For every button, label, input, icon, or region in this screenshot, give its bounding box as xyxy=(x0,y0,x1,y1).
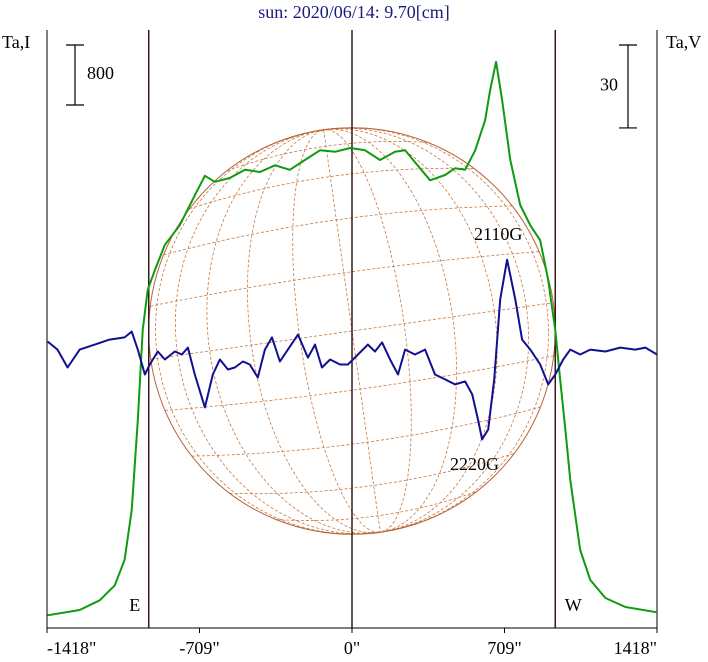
parallel xyxy=(226,141,429,172)
x-tick-label: -1418" xyxy=(47,638,96,658)
parallel xyxy=(164,355,554,411)
limb-label: E xyxy=(129,595,140,615)
parallel xyxy=(163,205,513,256)
parallel xyxy=(150,251,540,307)
y-axis-label: Ta,I xyxy=(2,32,30,52)
scale-bar xyxy=(66,44,84,106)
x-tick-label: 0" xyxy=(344,638,360,658)
parallel xyxy=(229,452,515,495)
series-line xyxy=(47,60,658,617)
parallel xyxy=(189,167,475,210)
meridian xyxy=(323,129,381,533)
scale-bar-label: 30 xyxy=(600,75,618,95)
scale-bar xyxy=(619,44,637,129)
parallel xyxy=(191,406,541,457)
scale-bar-label: 800 xyxy=(87,63,114,83)
x-tick-label: 709" xyxy=(487,638,521,658)
parallel xyxy=(272,127,377,145)
parallel xyxy=(275,490,478,521)
limb-label: W xyxy=(565,595,582,615)
series-line xyxy=(46,258,658,441)
x-tick-label: 1418" xyxy=(614,638,657,658)
annotation: 2110G xyxy=(474,224,522,244)
y2-axis-label: Ta,V xyxy=(666,32,701,52)
chart-title: sun: 2020/06/14: 9.70[cm] xyxy=(258,2,450,22)
annotation: 2220G xyxy=(450,454,499,474)
x-tick-label: -709" xyxy=(179,638,219,658)
